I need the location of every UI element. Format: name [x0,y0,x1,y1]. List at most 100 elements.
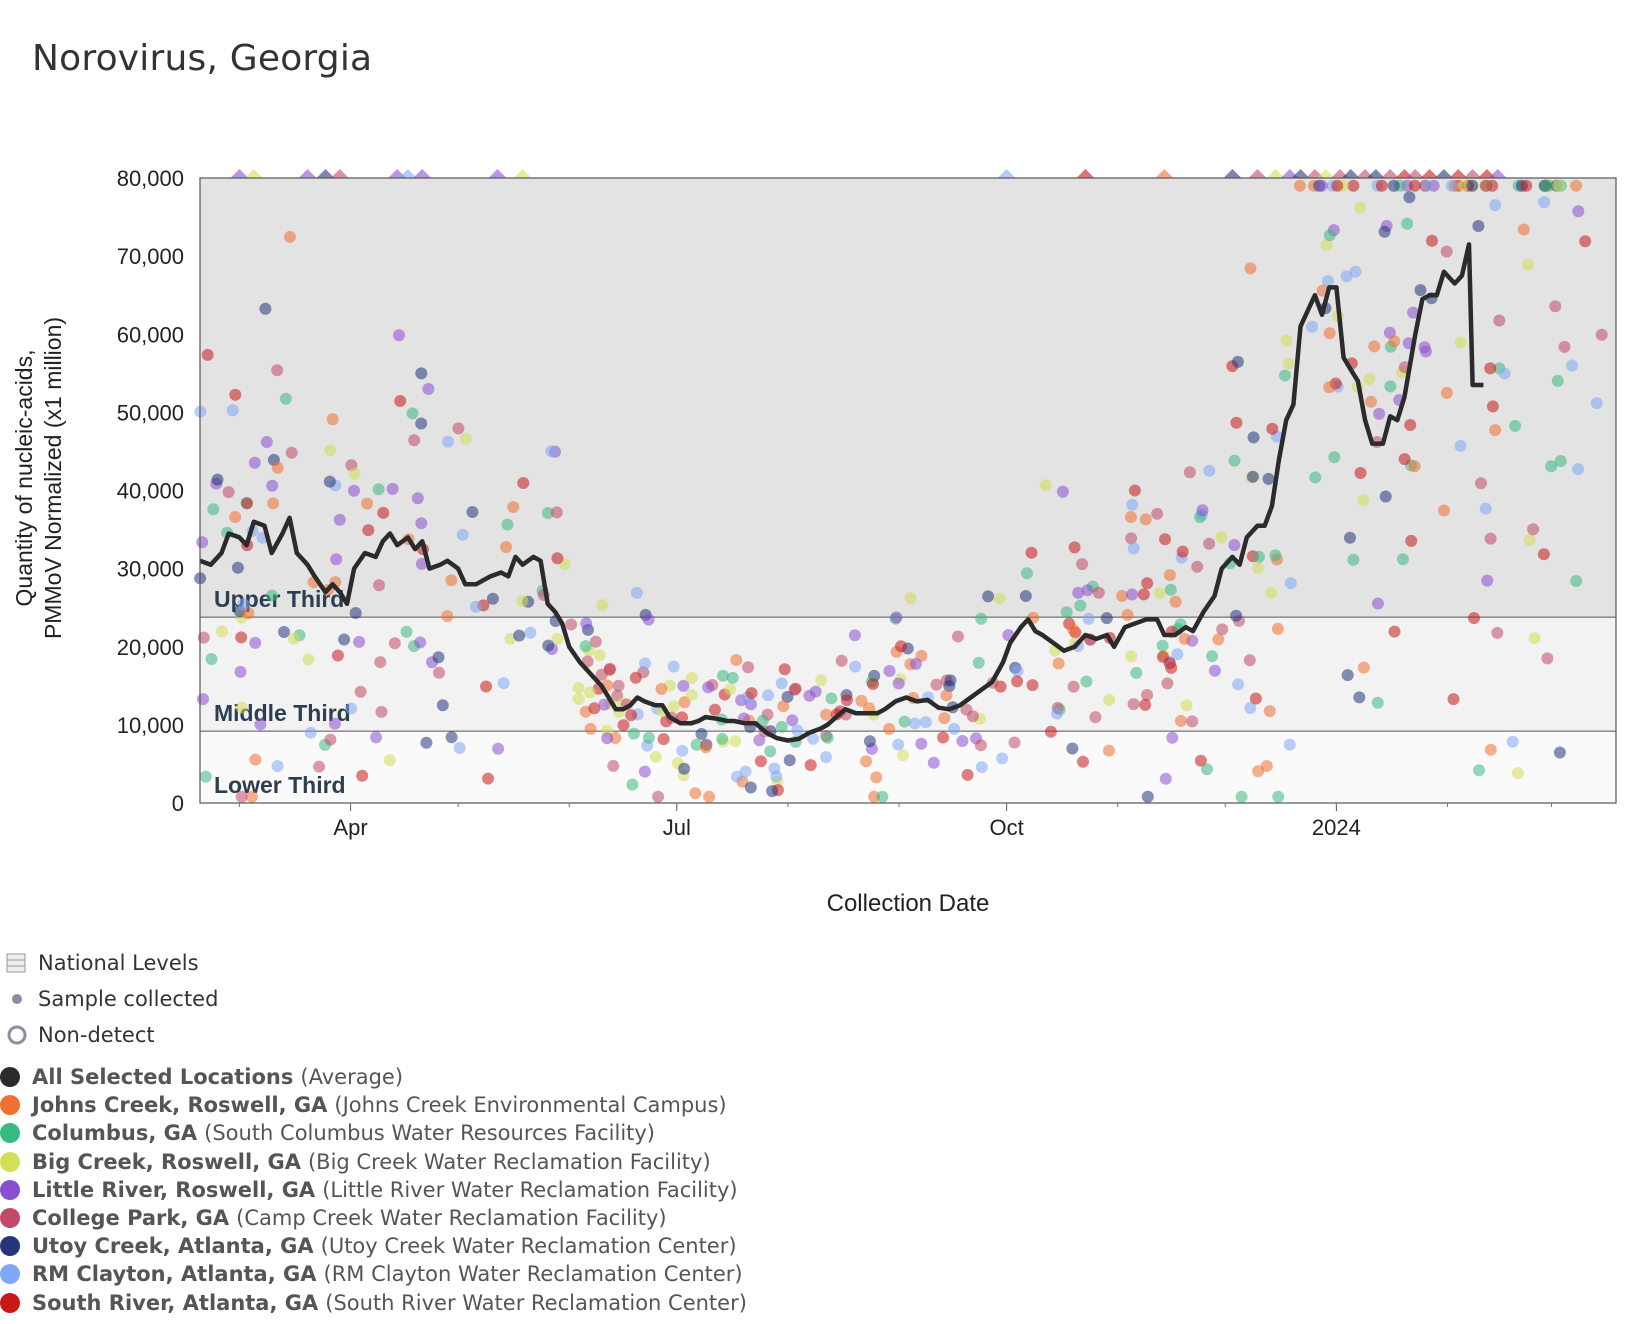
sample-point [1025,546,1038,559]
sample-point [1323,229,1336,242]
sample-point [1293,179,1306,192]
sample-point [1468,612,1480,625]
sample-point [1321,275,1334,287]
sample-point [1479,502,1492,515]
sample-point [445,574,458,587]
sample-point [442,435,454,448]
sample-point [676,744,689,757]
sample-point [657,733,670,746]
sample-point [982,590,995,603]
series-legend-item[interactable]: Big Creek, Roswell, GA (Big Creek Water R… [0,1148,747,1176]
series-facility: (Utoy Creek Water Reclamation Center) [320,1234,737,1259]
sample-point [497,677,510,690]
sample-point [259,302,272,315]
series-legend-item[interactable]: All Selected Locations (Average) [0,1063,747,1091]
sample-point [271,364,284,377]
sample-point [1141,689,1154,701]
sample-point [1447,693,1460,706]
sample-point [266,479,279,492]
sample-point [1379,490,1392,503]
sample-point [1484,743,1497,756]
sample-point [690,738,703,751]
sample-point [541,507,554,519]
sample-point [271,461,284,474]
sample-point [354,685,367,698]
offscale-marker [1488,169,1507,178]
legend-national-levels[interactable]: National Levels [6,945,218,981]
sample-point [1235,790,1248,803]
sample-point [572,682,585,694]
sample-point [1375,179,1388,192]
sample-point [267,497,280,510]
sample-point [786,714,799,727]
series-legend-item[interactable]: RM Clayton, Atlanta, GA (RM Clayton Water… [0,1260,747,1288]
x-tick-label: 2024 [1312,815,1361,840]
sample-point [1176,545,1189,558]
series-legend-item[interactable]: Johns Creek, Roswell, GA (Johns Creek Env… [0,1091,747,1119]
sample-point [1151,507,1164,520]
offscale-marker [1381,169,1400,178]
y-tick-label: 60,000 [117,322,184,347]
band-0 [200,178,1616,618]
legend-non-detect[interactable]: Non-detect [6,1017,218,1053]
series-facility: (Big Creek Water Reclamation Facility) [307,1149,711,1174]
legend-sample-collected[interactable]: Sample collected [6,981,218,1017]
sample-point [1553,746,1566,759]
series-name: South River, Atlanta, GA [32,1290,319,1315]
sample-point [996,752,1009,765]
sample-point [584,722,597,735]
y-tick-label: 0 [172,791,184,816]
sample-point [1404,419,1417,431]
sample-point [1056,485,1069,498]
sample-point [1572,463,1585,476]
sample-point [1491,626,1504,639]
sample-point [388,637,401,650]
series-facility: (Little River Water Reclamation Facility… [322,1177,738,1202]
sample-point [1517,223,1530,236]
sample-point [1100,612,1113,625]
offscale-marker [997,169,1016,178]
offscale-marker [1076,169,1095,178]
sample-point [1174,714,1187,727]
series-name: Columbus, GA [32,1121,198,1146]
series-legend-item[interactable]: Columbus, GA (South Columbus Water Resour… [0,1119,747,1147]
series-legend-item[interactable]: Little River, Roswell, GA (Little River W… [0,1176,747,1204]
sample-point [1545,460,1558,473]
sample-point [271,760,284,772]
sample-point [361,497,373,510]
band-1 [200,617,1616,732]
sample-point [551,552,564,565]
series-legend-item[interactable]: South River, Atlanta, GA (South River Wat… [0,1289,747,1317]
sample-point [974,739,987,752]
sample-point [867,678,879,690]
sample-point [821,731,834,744]
offscale-marker [230,169,249,178]
sample-point [1127,698,1140,711]
offscale-marker [513,169,532,178]
sample-point [730,770,743,783]
sample-point [642,731,655,744]
sample-point [778,663,791,676]
sample-point [724,683,737,696]
sample-point [441,610,454,623]
sample-point [372,483,385,496]
sample-point [1506,735,1519,748]
sample-point [235,790,248,803]
sample-point [1479,179,1492,192]
sample-point [313,760,326,773]
sample-point [1401,217,1414,230]
series-color-icon [0,1264,20,1285]
average-line [199,242,1484,743]
sample-point [1595,328,1608,341]
sample-point [1163,569,1176,582]
series-legend-item[interactable]: Utoy Creek, Atlanta, GA (Utoy Creek Water… [0,1232,747,1260]
sample-point [1306,320,1319,333]
sample-point [374,656,387,669]
sample-point [685,689,698,701]
series-legend-item[interactable]: College Park, GA (Camp Creek Water Reclam… [0,1204,747,1232]
sample-point [459,432,472,445]
series-color-icon [0,1095,20,1116]
sample-point [1454,439,1467,452]
sample-point [1089,711,1102,724]
sample-point [627,727,640,740]
